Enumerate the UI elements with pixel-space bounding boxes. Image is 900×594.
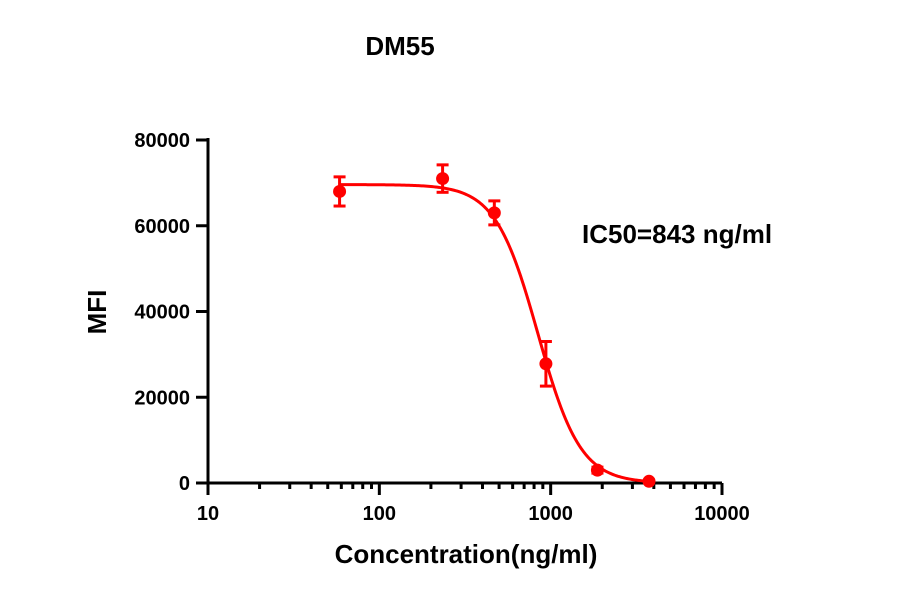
y-tick-label: 20000 (134, 387, 190, 409)
x-tick-label: 10000 (694, 503, 750, 525)
data-point (333, 184, 347, 198)
x-axis-label: Concentration(ng/ml) (335, 539, 598, 569)
x-tick-label: 100 (363, 503, 396, 525)
x-tick-label: 1000 (528, 503, 573, 525)
y-tick-label: 80000 (134, 130, 190, 152)
data-point (590, 463, 604, 477)
y-ticks: 0 20000 40000 60000 80000 (134, 130, 208, 495)
chart-title: DM55 (365, 31, 434, 61)
y-axis-label: MFI (82, 290, 112, 335)
data-point-group (590, 463, 604, 477)
x-tick-label: 10 (197, 503, 219, 525)
axes (206, 138, 722, 485)
data-point (642, 474, 656, 488)
ic50-annotation: IC50=843 ng/ml (582, 219, 772, 249)
data-point (436, 172, 450, 186)
data-point-group (436, 163, 450, 194)
x-ticks: 10 100 1000 10000 (197, 483, 750, 525)
data-point (487, 206, 501, 220)
data-point-group (642, 474, 656, 488)
data-point-group (539, 340, 553, 388)
y-tick-label: 60000 (134, 216, 190, 238)
data-point-group (333, 175, 347, 208)
data-point (539, 357, 553, 371)
data-points (333, 163, 656, 488)
y-tick-label: 40000 (134, 302, 190, 324)
data-point-group (487, 199, 501, 227)
y-tick-label: 0 (179, 473, 190, 495)
